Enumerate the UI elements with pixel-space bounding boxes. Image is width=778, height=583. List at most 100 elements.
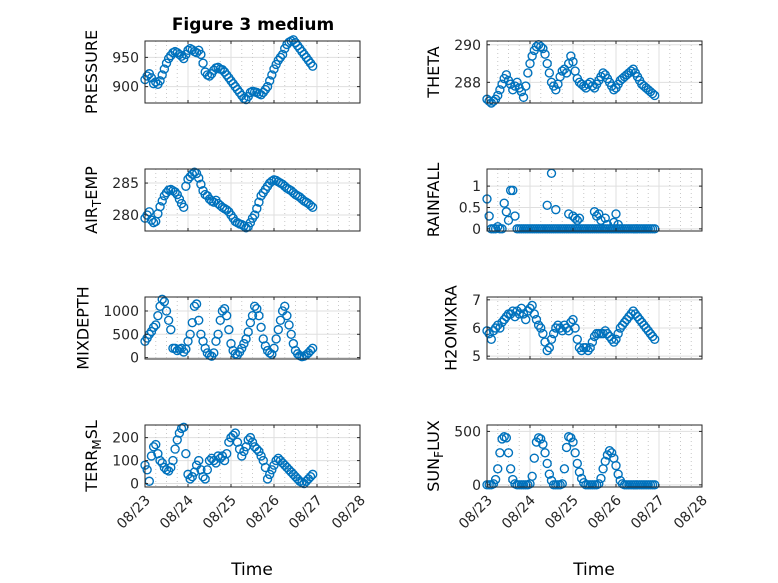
data-point [168, 455, 178, 466]
data-point [594, 479, 604, 489]
data-point [157, 458, 167, 468]
data-point [191, 299, 202, 309]
data-point [256, 451, 266, 461]
data-point [237, 343, 247, 353]
data-point [148, 322, 159, 333]
data-point [613, 219, 623, 230]
data-point [230, 428, 241, 438]
data-point [181, 449, 191, 459]
data-point [157, 294, 167, 305]
data-point [566, 51, 576, 61]
data-point [570, 213, 580, 223]
data-point [194, 455, 204, 466]
data-point [570, 448, 580, 458]
data-point [267, 349, 277, 360]
subplot-6: 5 6 7 H2OMIXRA [441, 285, 703, 371]
data-point [170, 444, 180, 454]
data-point [493, 90, 503, 101]
data-point [142, 465, 152, 475]
data-point [501, 70, 512, 80]
data-point [239, 338, 249, 349]
data-point [533, 320, 544, 330]
data-point [224, 324, 234, 335]
data-point [151, 439, 161, 450]
data-point [542, 58, 552, 69]
x-axis-label-right: Time [572, 560, 615, 580]
data-point [527, 471, 537, 482]
data-point [523, 68, 533, 78]
data-point [153, 310, 163, 321]
data-point [159, 296, 170, 307]
data-point [273, 324, 283, 335]
data-point [604, 445, 615, 456]
data-point [613, 469, 623, 479]
y-tick-label: 500 [112, 327, 139, 343]
data-point [245, 217, 256, 228]
data-point [514, 309, 524, 319]
y-axis-label: RAINFALL [424, 163, 443, 238]
data-point [495, 85, 505, 95]
data-point [286, 329, 296, 339]
data-point [305, 345, 316, 356]
axes-box [144, 424, 361, 488]
data-point [527, 51, 537, 61]
subplot-4: 0 0.5 1 RAINFALL [424, 163, 703, 238]
data-point [269, 343, 279, 353]
y-tick-label: 1 [472, 179, 481, 195]
data-point [508, 185, 518, 196]
data-point [600, 456, 610, 467]
data-point [490, 224, 501, 234]
data-point [178, 202, 189, 213]
data-point [157, 196, 167, 206]
data-point [538, 328, 548, 339]
data-point [267, 176, 277, 186]
data-point [262, 474, 273, 484]
data-point [544, 469, 555, 479]
data-point [275, 52, 286, 63]
data-point [602, 219, 613, 230]
data-point [499, 198, 509, 208]
data-point [518, 92, 529, 103]
data-point [254, 446, 264, 457]
data-point [521, 314, 531, 325]
data-point [280, 301, 290, 312]
y-axis-label: THETA [424, 46, 443, 98]
data-point [607, 334, 617, 344]
data-point [505, 464, 516, 474]
data-point [155, 76, 165, 86]
data-point [607, 448, 617, 458]
data-point [202, 465, 213, 475]
data-point [170, 187, 180, 197]
data-point [271, 334, 281, 344]
data-point [151, 320, 161, 330]
y-axis-label: MIXDEPTH [74, 286, 93, 369]
data-point [198, 471, 208, 482]
y-axis-label: TERRMSL [82, 420, 104, 493]
data-point [170, 343, 180, 353]
y-tick-label: 1000 [103, 304, 139, 320]
y-tick-label: 280 [112, 208, 139, 224]
data-point [308, 202, 318, 213]
data-point [176, 51, 187, 61]
data-point [277, 49, 288, 60]
data-point [196, 49, 206, 60]
y-tick-label: 6 [472, 321, 481, 337]
data-point [501, 433, 512, 443]
data-point [194, 315, 204, 326]
data-point [536, 323, 546, 333]
data-point [570, 323, 580, 333]
data-point [204, 455, 215, 466]
y-tick-label: 200 [112, 431, 139, 447]
data-point [243, 327, 253, 337]
data-point [148, 442, 159, 452]
data-point [269, 460, 279, 470]
data-point [561, 442, 572, 453]
data-point [581, 343, 591, 353]
data-point [609, 337, 619, 347]
data-point [161, 306, 172, 316]
data-point [247, 437, 258, 447]
data-point [247, 310, 258, 321]
data-point [183, 45, 193, 56]
data-point [559, 464, 570, 474]
